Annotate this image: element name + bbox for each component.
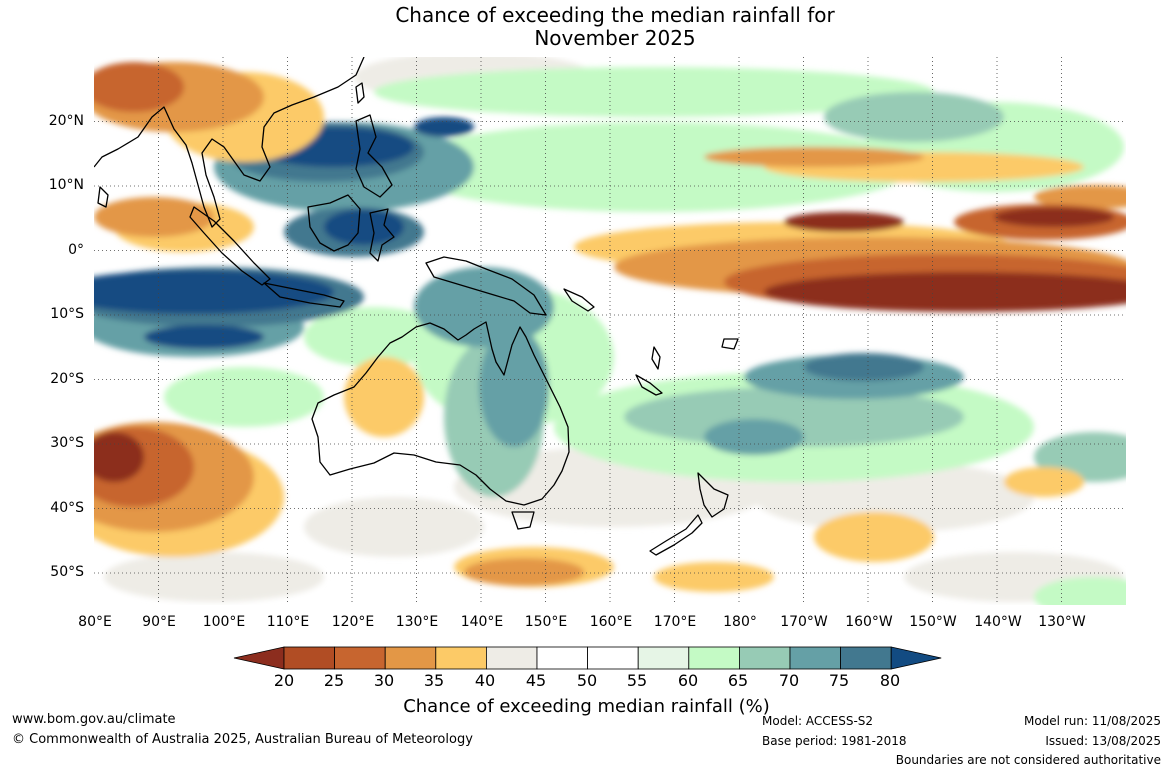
title-line-2: November 2025 (534, 26, 696, 50)
colorbar-arrow-high (890, 646, 942, 670)
australia-coastline (311, 321, 570, 506)
colorbar-cell (435, 646, 487, 670)
colorbar-cell (485, 646, 538, 670)
footer-issued: Issued: 13/08/2025 (1045, 734, 1161, 748)
footer-base-period: Base period: 1981-2018 (762, 734, 907, 748)
coastlines (94, 57, 739, 556)
fiji-coastline (721, 338, 739, 350)
colorbar-tick-60: 60 (677, 671, 699, 690)
colorbar-tick-25: 25 (323, 671, 345, 690)
lon-label-160e: 160°E (589, 614, 633, 630)
title-line-1: Chance of exceeding the median rainfall … (395, 3, 835, 27)
solomon-islands-coastline (563, 288, 595, 312)
graticule (94, 57, 1126, 605)
footer-website: www.bom.gov.au/climate (12, 712, 176, 727)
lon-label-180: 180° (723, 614, 757, 630)
above-median-extreme-zones (94, 117, 474, 349)
colorbar-tick-50: 50 (576, 671, 598, 690)
footer-disclaimer: Boundaries are not considered authoritat… (895, 753, 1161, 767)
colorbar-cell (637, 646, 690, 670)
asia-mainland-coastline (94, 57, 365, 228)
colorbar-cells (233, 646, 942, 670)
java-coastline (263, 282, 345, 308)
lon-label-160w: 160°W (845, 614, 893, 630)
colorbar-tick-75: 75 (828, 671, 850, 690)
lat-label-10n: 10°N (48, 177, 84, 193)
lon-label-140w: 140°W (974, 614, 1022, 630)
lon-label-110e: 110°E (266, 614, 310, 630)
colorbar-arrow-low (233, 646, 285, 670)
lon-label-100e: 100°E (202, 614, 246, 630)
colorbar-cell (536, 646, 588, 670)
colorbar-tick-45: 45 (525, 671, 547, 690)
lat-label-0: 0° (68, 242, 84, 258)
lon-label-80e: 80°E (78, 614, 112, 630)
colorbar-cell (738, 646, 791, 670)
philippines-coastline (355, 114, 393, 198)
tasmania-coastline (511, 511, 535, 530)
sumatra-coastline (189, 206, 271, 286)
sri-lanka-coastline (97, 186, 109, 208)
colorbar-title: Chance of exceeding median rainfall (%) (403, 696, 770, 717)
colorbar-tick-35: 35 (423, 671, 445, 690)
vanuatu-coastline (651, 346, 661, 370)
new-guinea-coastline (425, 256, 547, 316)
colorbar-cell (688, 646, 740, 670)
lat-label-30s: 30°S (50, 435, 84, 451)
colorbar-cell (789, 646, 841, 670)
colorbar-tick-70: 70 (778, 671, 800, 690)
lat-label-50s: 50°S (50, 564, 84, 580)
lon-label-130w: 130°W (1038, 614, 1086, 630)
new-zealand-north-coastline (697, 472, 729, 518)
colorbar (233, 646, 942, 670)
new-zealand-south-coastline (649, 514, 703, 556)
colorbar-cell (334, 646, 386, 670)
colorbar-tick-55: 55 (626, 671, 648, 690)
colorbar-tick-40: 40 (474, 671, 496, 690)
lon-label-150e: 150°E (524, 614, 568, 630)
borneo-coastline (307, 194, 361, 252)
colorbar-cell (587, 646, 639, 670)
probability-shading (94, 57, 1126, 605)
lon-label-150w: 150°W (909, 614, 957, 630)
below-median-extreme-zones (94, 207, 1126, 482)
map-title: Chance of exceeding the median rainfall … (0, 4, 1173, 50)
new-caledonia-coastline (635, 374, 663, 396)
lat-label-20s: 20°S (50, 371, 84, 387)
colorbar-tick-65: 65 (727, 671, 749, 690)
taiwan-coastline (355, 82, 365, 104)
lon-label-120e: 120°E (331, 614, 375, 630)
colorbar-cell (283, 646, 335, 670)
rainfall-probability-map (94, 57, 1126, 605)
lon-label-90e: 90°E (142, 614, 176, 630)
colorbar-cell (840, 646, 892, 670)
colorbar-tick-30: 30 (373, 671, 395, 690)
colorbar-cell (384, 646, 437, 670)
footer-model-run: Model run: 11/08/2025 (1023, 714, 1161, 728)
footer-copyright: © Commonwealth of Australia 2025, Austra… (12, 732, 473, 747)
lon-label-170e: 170°E (653, 614, 697, 630)
colorbar-tick-80: 80 (879, 671, 901, 690)
lon-label-140e: 140°E (460, 614, 504, 630)
sulawesi-coastline (369, 208, 395, 262)
footer-model: Model: ACCESS-S2 (762, 714, 874, 728)
lat-label-20n: 20°N (48, 113, 84, 129)
colorbar-tick-20: 20 (273, 671, 295, 690)
lon-label-170w: 170°W (780, 614, 828, 630)
lat-label-10s: 10°S (50, 306, 84, 322)
lat-label-40s: 40°S (50, 500, 84, 516)
lon-label-130e: 130°E (395, 614, 439, 630)
